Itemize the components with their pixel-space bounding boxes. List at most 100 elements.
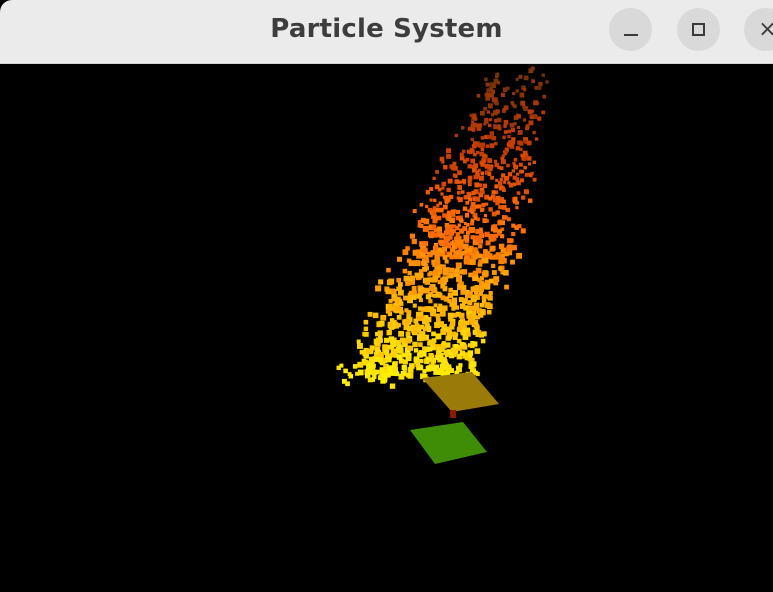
particle <box>484 231 490 237</box>
particle <box>500 234 505 239</box>
particle <box>448 317 453 322</box>
particle <box>435 333 442 340</box>
particle <box>414 323 420 328</box>
particle <box>458 363 463 368</box>
particle <box>462 344 468 350</box>
particle <box>391 293 398 300</box>
particle <box>467 149 472 154</box>
particle <box>513 122 517 126</box>
particle <box>418 272 424 278</box>
particle <box>541 110 546 115</box>
particle <box>420 217 426 223</box>
render-viewport[interactable] <box>4 66 773 592</box>
particle <box>491 136 496 141</box>
particle <box>415 327 421 333</box>
maximize-button[interactable] <box>677 8 720 51</box>
particle <box>529 114 534 119</box>
particle <box>426 316 432 323</box>
particle <box>424 255 429 260</box>
particle <box>352 364 358 369</box>
particle <box>417 335 423 342</box>
particle <box>450 209 456 215</box>
particle <box>503 270 509 276</box>
particle <box>520 228 526 234</box>
particle <box>392 361 398 367</box>
particle <box>473 323 480 329</box>
particle <box>394 371 400 377</box>
particle <box>520 170 524 174</box>
particle <box>398 330 404 337</box>
particle <box>464 355 470 361</box>
particle <box>527 172 531 177</box>
particle <box>465 292 471 299</box>
particle <box>512 182 517 187</box>
particle <box>406 310 412 315</box>
particle <box>428 353 434 359</box>
particle <box>449 217 455 223</box>
particle <box>410 276 415 281</box>
particle <box>447 298 452 304</box>
title-bar[interactable]: Particle System × <box>0 0 773 64</box>
emitter-plate <box>422 372 499 412</box>
particle <box>511 137 516 142</box>
particle <box>380 378 386 384</box>
particle <box>431 213 437 219</box>
particle <box>396 315 402 320</box>
particle <box>430 250 436 256</box>
particle <box>395 305 401 311</box>
particle <box>422 369 427 374</box>
particle <box>417 353 422 358</box>
particle <box>389 383 396 389</box>
particle <box>486 93 490 97</box>
particle <box>494 190 499 195</box>
particle <box>523 118 527 122</box>
close-button[interactable]: × <box>744 8 773 51</box>
particle <box>435 354 441 361</box>
particle <box>460 269 466 275</box>
particle <box>470 158 475 163</box>
particle <box>387 322 394 329</box>
particle <box>385 289 391 295</box>
particle <box>518 74 523 79</box>
particle <box>468 316 474 322</box>
particle <box>475 267 482 274</box>
particle <box>378 320 385 327</box>
particle <box>473 304 480 311</box>
particle <box>495 195 501 201</box>
particle <box>367 377 373 383</box>
particle <box>456 209 461 214</box>
particle <box>475 174 480 179</box>
particle <box>500 253 505 258</box>
particle <box>423 326 428 332</box>
particle <box>438 247 444 254</box>
particle <box>469 357 475 364</box>
particle <box>507 142 512 148</box>
particle <box>378 351 384 358</box>
particle <box>485 284 491 290</box>
particle <box>420 315 425 320</box>
particle <box>359 349 365 355</box>
particle <box>399 310 404 315</box>
particle <box>420 251 426 257</box>
minimize-button[interactable] <box>609 8 652 51</box>
particle <box>479 276 484 281</box>
particle <box>476 204 482 209</box>
particle <box>367 311 373 317</box>
particle <box>430 359 436 364</box>
particle <box>444 223 450 228</box>
particle <box>389 370 395 376</box>
particle <box>503 119 509 125</box>
particle <box>498 243 505 250</box>
particle <box>411 295 417 300</box>
particle <box>373 370 378 375</box>
particle <box>538 82 543 87</box>
particle <box>345 381 350 387</box>
particle <box>449 301 455 307</box>
particle <box>510 128 515 133</box>
particle <box>433 369 439 375</box>
particle <box>409 233 415 239</box>
particle <box>541 73 545 77</box>
particle <box>459 350 466 356</box>
particle <box>419 241 425 247</box>
particle <box>398 282 403 287</box>
